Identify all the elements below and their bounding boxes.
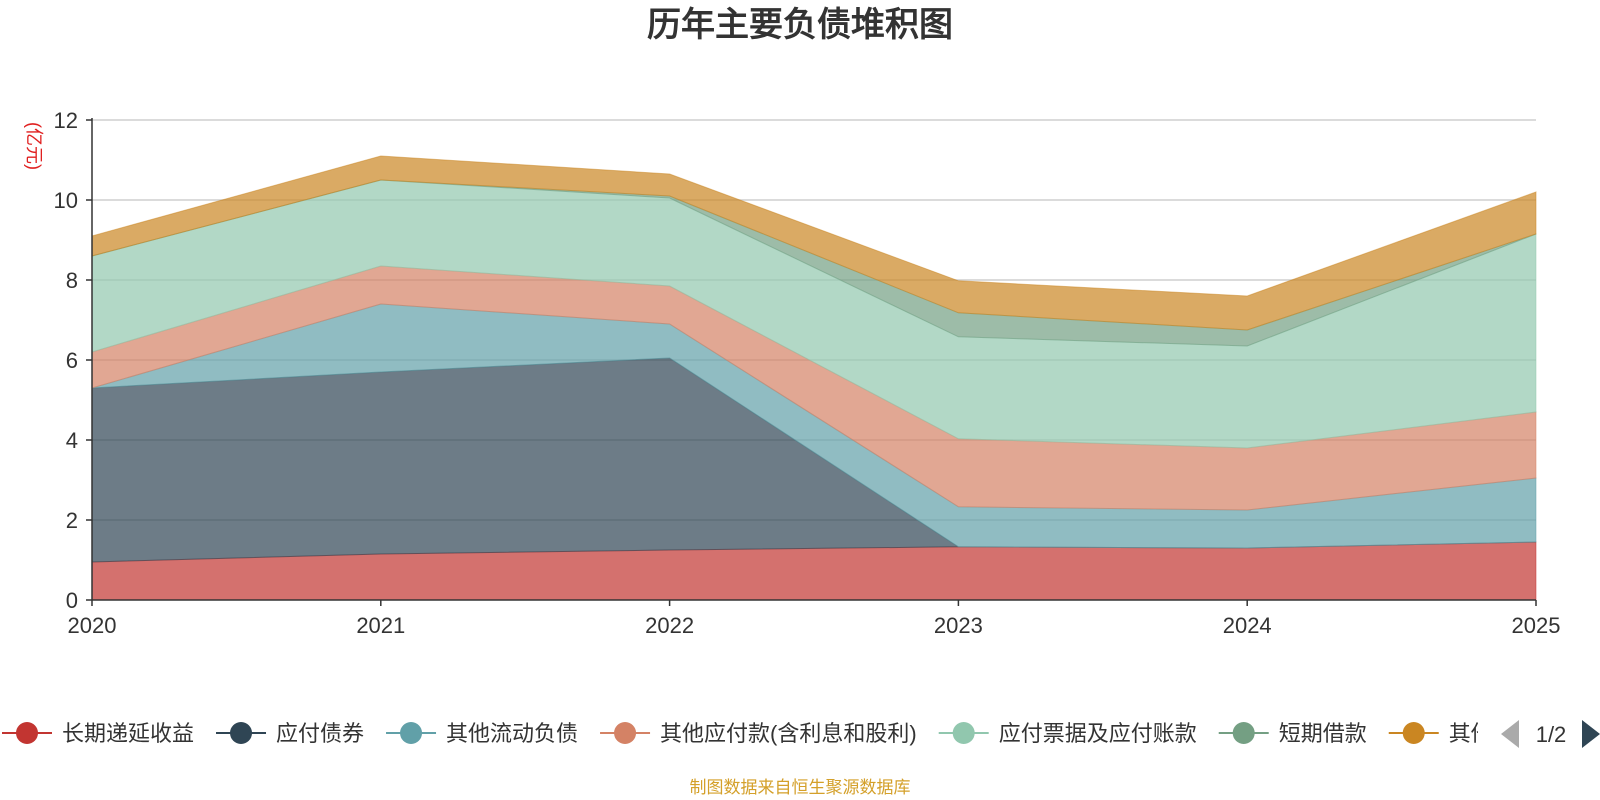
- legend-next-icon[interactable]: [1582, 720, 1600, 748]
- legend-items: 长期递延收益 应付债券 其他流动负债 其他应付款(含利息和股利) 应付票据及应付账款 短期…: [2, 721, 1493, 746]
- x-tick-label: 2021: [356, 613, 405, 638]
- y-tick-label: 8: [66, 268, 78, 293]
- legend-marker: [400, 722, 423, 744]
- chart-title: 历年主要负债堆积图: [647, 5, 953, 45]
- legend-label: 短期借款: [1279, 721, 1367, 746]
- stacked-areas: [91, 155, 1537, 601]
- x-tick-label: 2025: [1512, 613, 1561, 638]
- legend-item[interactable]: 应付票据及应付账款: [938, 721, 1197, 746]
- legend-label: 应付债券: [276, 721, 364, 746]
- x-tick-label: 2020: [68, 613, 117, 638]
- legend-item[interactable]: 应付债券: [216, 721, 364, 746]
- legend-marker: [16, 722, 38, 744]
- y-tick-label: 0: [66, 588, 78, 613]
- legend-marker: [952, 722, 975, 744]
- legend-page-indicator: 1/2: [1536, 722, 1567, 747]
- y-tick-label: 12: [54, 108, 78, 133]
- legend-label: 其他: [1449, 721, 1493, 746]
- x-tick-label: 2024: [1223, 613, 1272, 638]
- legend-item[interactable]: 其他流动负债: [386, 721, 578, 746]
- y-tick-label: 2: [66, 508, 78, 533]
- data-source-note: 制图数据来自恒生聚源数据库: [690, 778, 911, 797]
- legend-marker: [230, 722, 253, 744]
- y-tick-label: 10: [54, 188, 78, 213]
- legend-item[interactable]: 短期借款: [1218, 721, 1367, 746]
- legend-label: 其他应付款(含利息和股利): [660, 721, 917, 746]
- y-axis-label: (亿元): [24, 122, 44, 170]
- legend-label: 长期递延收益: [62, 721, 194, 746]
- legend-marker: [1232, 722, 1255, 744]
- x-tick-label: 2023: [934, 613, 983, 638]
- legend-item[interactable]: 长期递延收益: [2, 721, 194, 746]
- legend-item[interactable]: 其他应付款(含利息和股利): [600, 721, 917, 746]
- x-tick-label: 2022: [645, 613, 694, 638]
- legend-marker: [1402, 722, 1425, 744]
- legend-prev-icon[interactable]: [1501, 720, 1519, 748]
- area-series: [91, 155, 1537, 331]
- legend: 长期递延收益 应付债券 其他流动负债 其他应付款(含利息和股利) 应付票据及应付账款 短期…: [2, 720, 1600, 748]
- y-tick-label: 4: [66, 428, 78, 453]
- legend-label: 应付票据及应付账款: [999, 721, 1197, 746]
- legend-item[interactable]: 其他: [1388, 721, 1493, 746]
- y-tick-label: 6: [66, 348, 78, 373]
- legend-marker: [614, 722, 637, 744]
- legend-label: 其他流动负债: [446, 721, 578, 746]
- axes: 0 2 4 6 8 10 12 2020 2021 2022 2023 2024 2025: [54, 108, 1561, 638]
